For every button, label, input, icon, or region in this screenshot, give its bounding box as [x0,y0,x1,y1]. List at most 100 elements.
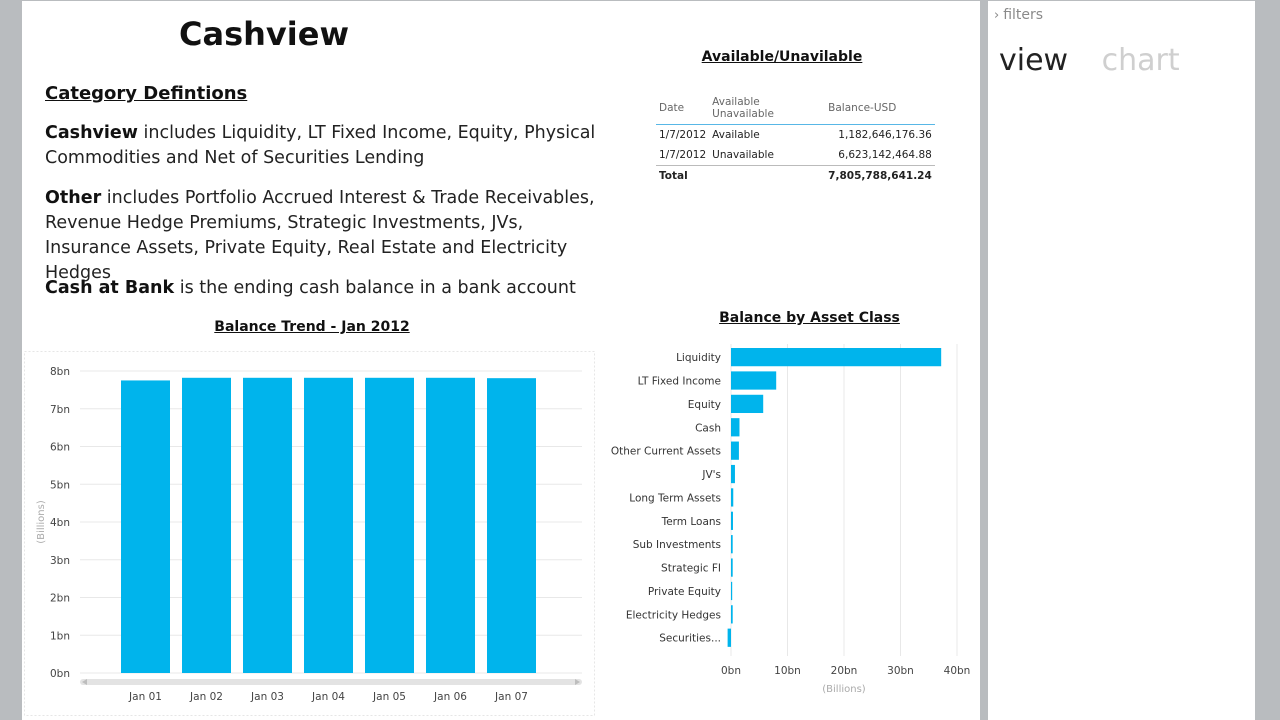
filters-label: filters [1003,7,1044,23]
chevron-right-icon: › [994,8,1000,23]
scroll-left-icon [82,679,87,685]
y-tick-label: 8bn [50,366,70,378]
available-table-title: Available/Unavilable [701,49,863,65]
y-tick-label: 2bn [50,593,70,605]
definition-other: Other includes Portfolio Accrued Interes… [45,186,605,286]
x-tick-label: Jan 01 [128,691,162,703]
tab-view[interactable]: view [999,43,1069,78]
bar [243,377,292,673]
y-tick-label: LT Fixed Income [638,376,721,388]
bar [182,377,231,673]
trend-chart-title: Balance Trend - Jan 2012 [214,319,410,335]
y-tick-label: Long Term Assets [629,492,721,504]
y-tick-label: 5bn [50,479,70,491]
x-tick-label: Jan 05 [372,691,406,703]
y-tick-label: Securities... [659,633,721,645]
x-tick-label: Jan 03 [250,691,284,703]
bar [727,628,731,647]
table-row[interactable]: 1/7/2012 Unavailable 6,623,142,464.88 [656,145,935,166]
total-value: 7,805,788,641.24 [825,165,935,186]
y-tick-label: Term Loans [661,516,721,528]
side-panel: › filters view chart [988,1,1255,720]
scroll-right-icon [575,679,580,685]
definition-text: is the ending cash balance in a bank acc… [174,278,576,298]
y-tick-label: Liquidity [676,352,721,364]
x-tick-label: 30bn [887,665,914,677]
table-cell: Unavailable [712,149,774,161]
y-tick-label: 7bn [50,404,70,416]
x-tick-label: 0bn [721,665,741,677]
bar [731,488,734,507]
bar [304,377,353,673]
dashboard-canvas: Cashview Category Defintions Cashview in… [22,1,980,720]
table-cell: Available [712,129,760,141]
table-row[interactable]: 1/7/2012 Available 1,182,646,176.36 [656,125,935,146]
bar [426,377,475,673]
x-tick-label: 20bn [831,665,858,677]
x-tick-label: 10bn [774,665,801,677]
y-axis-label: (Billions) [36,500,47,544]
bar [365,377,414,673]
y-tick-label: JV's [701,469,721,481]
y-tick-label: Cash [695,422,721,434]
table-cell: 1/7/2012 [659,149,707,161]
x-tick-label: Jan 06 [433,691,467,703]
y-tick-label: Other Current Assets [611,446,721,458]
y-tick-label: Private Equity [648,586,721,598]
column-header[interactable]: Available Unavailable [709,93,826,125]
x-axis-label: (Billions) [822,684,866,695]
x-tick-label: Jan 04 [311,691,345,703]
table-cell: 1,182,646,176.36 [838,129,932,141]
total-label: Total [656,165,710,186]
bar [487,378,536,673]
definition-cash-at-bank: Cash at Bank is the ending cash balance … [45,276,605,301]
y-tick-label: Strategic FI [661,563,721,575]
bar [121,380,170,673]
definition-term: Cashview [45,123,138,143]
tab-chart[interactable]: chart [1101,43,1180,78]
definition-term: Other [45,188,102,208]
balance-trend-chart: 0bn 1bn 2bn 3bn 4bn 5bn 6bn 7bn 8bn (Billions) Jan… [24,351,595,716]
definitions-heading: Category Defintions [45,83,248,104]
column-header[interactable]: Date [656,93,710,125]
bar [731,418,740,437]
bar [731,394,764,414]
asset-chart-title: Balance by Asset Class [719,310,900,326]
bar [731,511,733,530]
y-tick-label: 1bn [50,630,70,642]
chart-frame [24,351,595,716]
horizontal-scrollbar [80,679,582,685]
bar [731,605,733,624]
definition-text: includes Portfolio Accrued Interest & Tr… [45,188,595,283]
definition-text: includes Liquidity, LT Fixed Income, Equ… [45,123,596,168]
bar [731,348,942,367]
y-tick-label: 3bn [50,555,70,567]
bar [731,535,733,554]
available-table: Date Available Unavailable Balance-USD 1… [656,93,935,186]
table-cell: 1/7/2012 [659,129,707,141]
bar [731,441,739,460]
bar [731,371,777,390]
y-tick-label: Electricity Hedges [626,609,721,621]
table-cell [709,165,826,186]
x-tick-label: 40bn [944,665,971,677]
filters-toggle[interactable]: › filters [994,7,1043,23]
definition-term: Cash at Bank [45,278,175,298]
table-total-row: Total 7,805,788,641.24 [656,165,935,186]
balance-by-asset-class-chart: 0bn 10bn 20bn 30bn 40bn (Billions) Liquidity LT… [611,344,971,695]
bar [731,558,733,577]
x-tick-label: Jan 02 [189,691,223,703]
y-tick-label: Sub Investments [633,539,721,551]
table-cell: 6,623,142,464.88 [838,149,932,161]
x-tick-label: Jan 07 [494,691,528,703]
bar [731,464,735,484]
y-tick-label: 6bn [50,442,70,454]
definition-cashview: Cashview includes Liquidity, LT Fixed In… [45,121,605,171]
column-header[interactable]: Balance-USD [825,93,935,125]
table-header-row: Date Available Unavailable Balance-USD [656,93,935,125]
y-tick-label: 0bn [50,668,70,680]
y-tick-label: Equity [688,399,721,411]
dashboard-title: Cashview [179,15,349,53]
view-tabs: view chart [999,43,1204,78]
y-tick-label: 4bn [50,517,70,529]
